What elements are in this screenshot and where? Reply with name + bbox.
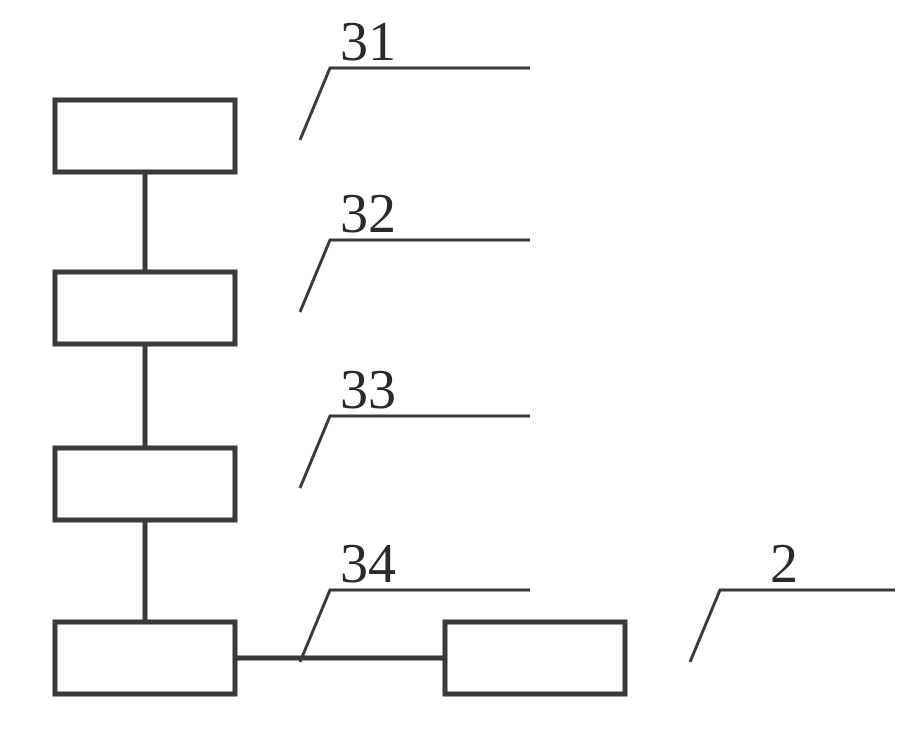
label-l33: 33 <box>340 359 396 421</box>
label-l32: 32 <box>340 183 396 245</box>
label-l2: 2 <box>770 533 798 595</box>
box-b32 <box>55 272 235 344</box>
leader-l32 <box>300 240 530 312</box>
leader-l2 <box>690 590 895 662</box>
label-l34: 34 <box>340 533 396 595</box>
leader-l33 <box>300 416 530 488</box>
box-b33 <box>55 448 235 520</box>
label-l31: 31 <box>340 11 396 73</box>
leader-l34 <box>300 590 530 662</box>
leader-l31 <box>300 68 530 140</box>
box-b31 <box>55 100 235 172</box>
box-b34 <box>55 622 235 694</box>
box-b2 <box>445 622 625 694</box>
